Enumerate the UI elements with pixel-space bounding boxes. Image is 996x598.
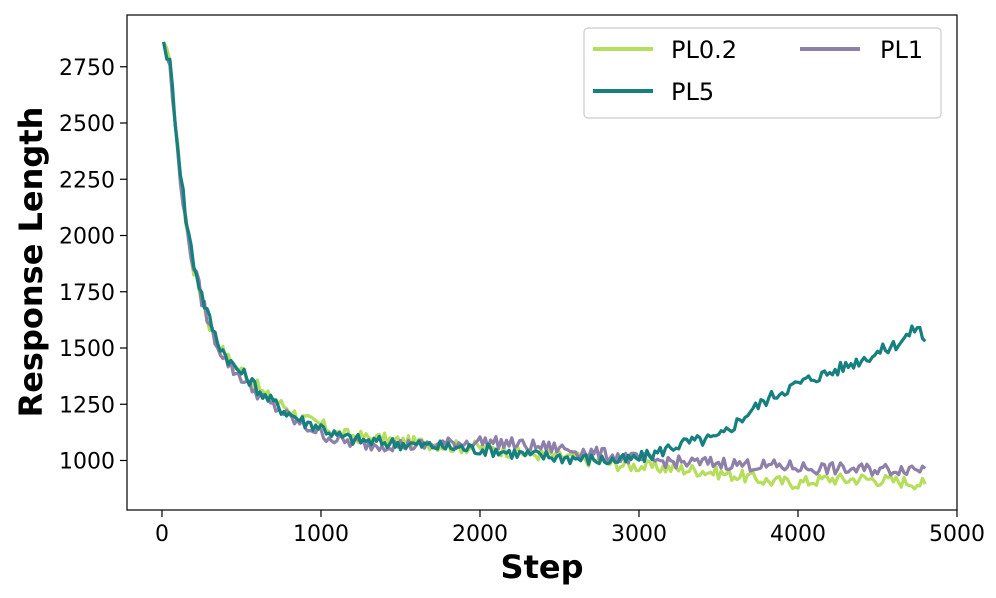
x-tick-label: 5000 <box>929 522 985 547</box>
y-tick-label: 2500 <box>59 112 115 137</box>
y-tick-label: 1750 <box>59 281 115 306</box>
plot-frame <box>126 14 958 511</box>
y-tick-label: 2750 <box>59 56 115 81</box>
legend-label-pl5: PL5 <box>671 78 714 106</box>
y-tick-label: 2000 <box>59 225 115 250</box>
y-axis-title: Response Length <box>12 107 50 418</box>
x-tick-label: 2000 <box>452 522 508 547</box>
x-tick-label: 4000 <box>770 522 826 547</box>
x-axis-title: Step <box>501 548 584 586</box>
legend-label-pl1: PL1 <box>880 36 923 64</box>
y-tick-label: 1500 <box>59 337 115 362</box>
legend-label-pl0-2: PL0.2 <box>671 36 737 64</box>
y-tick-label: 1250 <box>59 393 115 418</box>
series-lines <box>162 41 927 491</box>
x-tick-label: 1000 <box>293 522 349 547</box>
x-tick-label: 3000 <box>611 522 667 547</box>
y-tick-label: 1000 <box>59 450 115 475</box>
legend: PL0.2 PL5 PL1 <box>583 27 942 119</box>
x-tick-label: 0 <box>155 522 169 547</box>
y-tick-label: 2250 <box>59 168 115 193</box>
series-line-pl5 <box>162 41 927 466</box>
axis-ticks: 0 1000 2000 3000 4000 5000 1000 1250 1500 1750 200… <box>59 56 985 547</box>
